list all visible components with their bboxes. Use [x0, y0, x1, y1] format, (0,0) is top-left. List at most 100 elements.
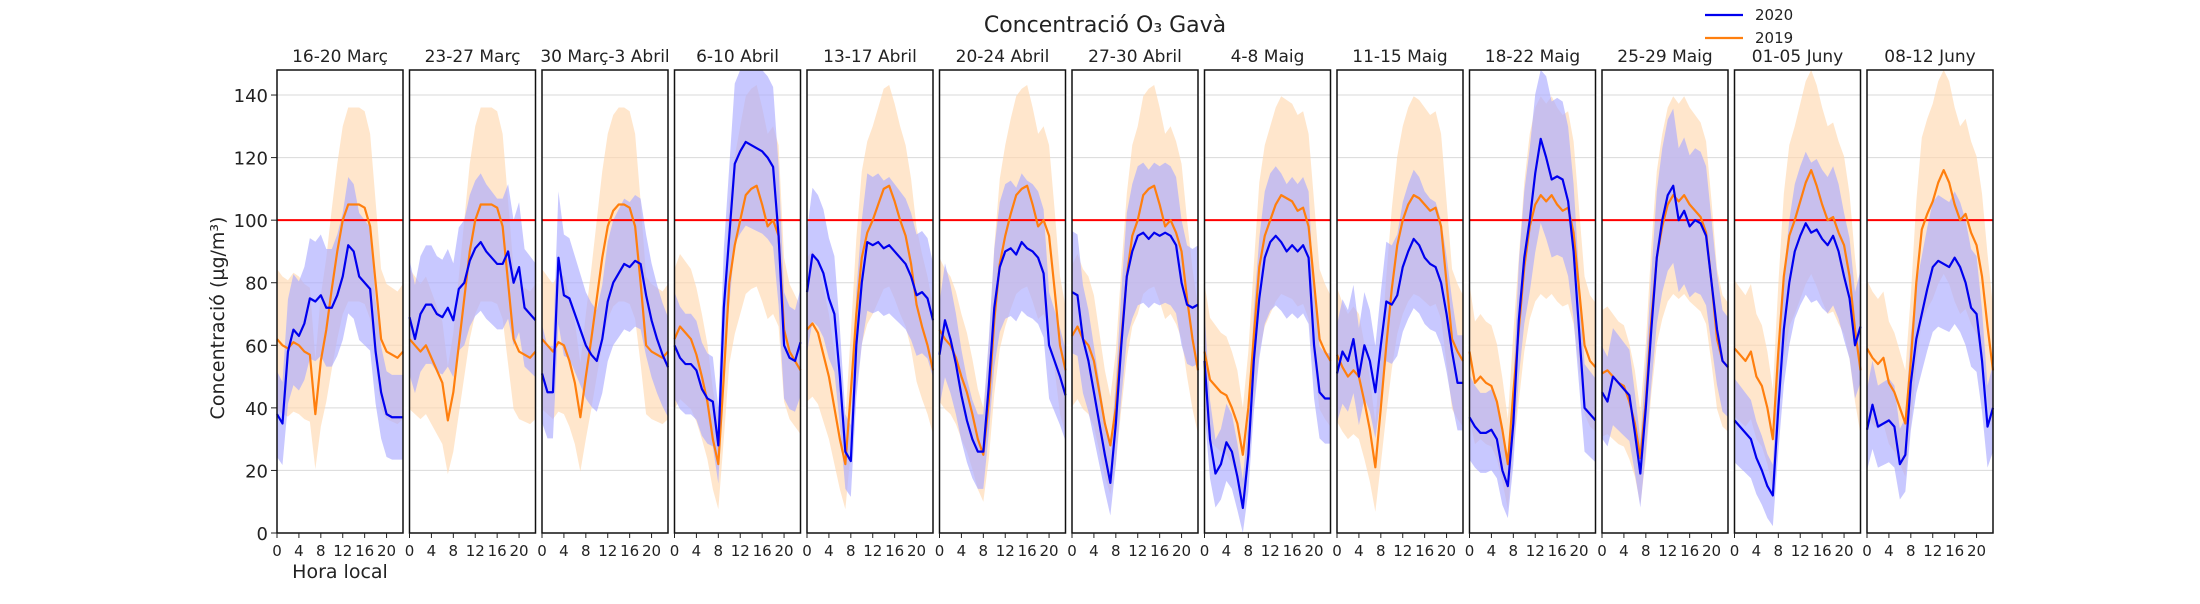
- panel-frame: [1203, 69, 1332, 534]
- panel-2: 23-27 Març 0 4 8 12 16 20: [405, 47, 537, 560]
- panel-frame: [938, 69, 1067, 534]
- x-tick-label: 16: [488, 542, 507, 560]
- x-tick-label: 20: [1835, 542, 1854, 560]
- y-axis-label: Concentració (µg/m³): [207, 217, 229, 420]
- x-tick-label: 4: [427, 542, 437, 560]
- y-tick-label: 120: [234, 149, 268, 170]
- x-tick-label: 20: [1702, 542, 1721, 560]
- panel-1: 16-20 Març 0 4 8 12 16 20: [272, 47, 404, 560]
- x-tick-label: 4: [957, 542, 967, 560]
- panel-12: 01-05 Juny 0 4 8 12 16 20: [1730, 47, 1862, 560]
- x-tick-label: 20: [377, 542, 396, 560]
- panel-label: 4-8 Maig: [1231, 47, 1305, 67]
- series-line-2020: [805, 240, 935, 463]
- y-tick-label: 80: [245, 274, 268, 295]
- x-tick-label: 12: [1526, 542, 1545, 560]
- x-tick-label: 4: [1222, 542, 1232, 560]
- x-tick-label: 0: [1730, 542, 1740, 560]
- x-tick-label: 16: [1415, 542, 1434, 560]
- x-tick-label: 0: [405, 542, 415, 560]
- x-tick-label: 12: [1923, 542, 1942, 560]
- panel-frame: [1071, 69, 1199, 534]
- x-tick-label: 16: [1945, 542, 1964, 560]
- panel-6: 20-24 Abril 0 4 8 12 16 20: [935, 47, 1067, 560]
- x-tick-label: 8: [449, 542, 459, 560]
- series-line-2020: [1601, 184, 1729, 475]
- x-tick-label: 12: [1128, 542, 1147, 560]
- x-tick-label: 16: [1150, 542, 1169, 560]
- panel-label: 18-22 Maig: [1485, 47, 1580, 67]
- panel-frame: [1866, 69, 1994, 534]
- y-tick-label: 0: [257, 524, 268, 545]
- legend-label-2020: 2020: [1755, 6, 1793, 24]
- x-tick-label: 16: [885, 542, 904, 560]
- panel-label: 13-17 Abril: [823, 47, 917, 67]
- series-line-2019: [408, 203, 537, 422]
- panel-frame: [1468, 69, 1597, 534]
- x-tick-label: 16: [1018, 542, 1037, 560]
- x-tick-label: 12: [1658, 542, 1677, 560]
- x-tick-label: 4: [824, 542, 834, 560]
- x-tick-label: 8: [714, 542, 724, 560]
- x-tick-label: 0: [537, 542, 547, 560]
- panel-8: 4-8 Maig 0 4 8 12 16 20: [1200, 47, 1332, 560]
- band-2020: [409, 173, 536, 394]
- panel-label: 27-30 Abril: [1088, 47, 1182, 67]
- y-tick-label: 40: [245, 399, 268, 420]
- panel-label: 30 Març-3 Abril: [540, 47, 669, 67]
- x-tick-label: 8: [979, 542, 989, 560]
- x-tick-label: 0: [272, 542, 282, 560]
- series-line-2020: [673, 140, 802, 447]
- series-line-2019: [806, 184, 935, 466]
- x-tick-label: 16: [1548, 542, 1567, 560]
- band-2020: [1204, 166, 1331, 533]
- x-tick-label: 16: [1813, 542, 1832, 560]
- x-tick-label: 20: [1437, 542, 1456, 560]
- x-tick-label: 12: [598, 542, 617, 560]
- x-axis-label: Hora local: [292, 561, 388, 583]
- panel-label: 23-27 Març: [425, 47, 521, 67]
- x-tick-label: 16: [1283, 542, 1302, 560]
- x-tick-label: 20: [1967, 542, 1986, 560]
- panel-11: 25-29 Maig 0 4 8 12 16 20: [1597, 47, 1729, 560]
- panel-label: 08-12 Juny: [1884, 47, 1975, 67]
- x-tick-label: 0: [802, 542, 812, 560]
- legend-label-2019: 2019: [1755, 29, 1793, 47]
- x-tick-label: 12: [333, 542, 352, 560]
- legend: 2020 2019: [1705, 6, 1793, 47]
- panel-frame: [806, 69, 934, 534]
- x-tick-label: 0: [1862, 542, 1872, 560]
- panel-frame: [276, 69, 404, 534]
- series-line-2019: [1468, 194, 1597, 466]
- x-tick-label: 8: [1509, 542, 1519, 560]
- x-tick-label: 12: [466, 542, 485, 560]
- x-tick-label: 4: [294, 542, 304, 560]
- series-line-2020: [1203, 234, 1331, 510]
- series-line-2020: [1335, 237, 1463, 394]
- x-tick-label: 4: [559, 542, 569, 560]
- x-tick-label: 20: [775, 542, 794, 560]
- x-tick-label: 20: [1172, 542, 1191, 560]
- x-tick-label: 4: [1487, 542, 1497, 560]
- series-line-2019: [276, 203, 404, 416]
- x-tick-label: 20: [1040, 542, 1059, 560]
- series-line-2020: [408, 240, 537, 341]
- x-tick-label: 12: [1261, 542, 1280, 560]
- series-line-2019: [1866, 169, 1995, 425]
- series-line-2019: [541, 203, 669, 419]
- series-line-2019: [1203, 194, 1332, 456]
- series-line-2019: [938, 184, 1067, 456]
- series-line-2019: [1733, 169, 1862, 441]
- panel-frame: [673, 69, 802, 534]
- x-tick-label: 20: [1570, 542, 1589, 560]
- x-tick-label: 20: [907, 542, 926, 560]
- x-tick-label: 8: [1774, 542, 1784, 560]
- panel-frame: [1601, 69, 1729, 534]
- x-tick-label: 0: [1200, 542, 1210, 560]
- panel-label: 6-10 Abril: [696, 47, 779, 67]
- panel-13: 08-12 Juny 0 4 8 12 16 20: [1862, 47, 1995, 560]
- x-tick-label: 4: [1884, 542, 1894, 560]
- x-tick-label: 20: [510, 542, 529, 560]
- panel-frame: [541, 69, 669, 534]
